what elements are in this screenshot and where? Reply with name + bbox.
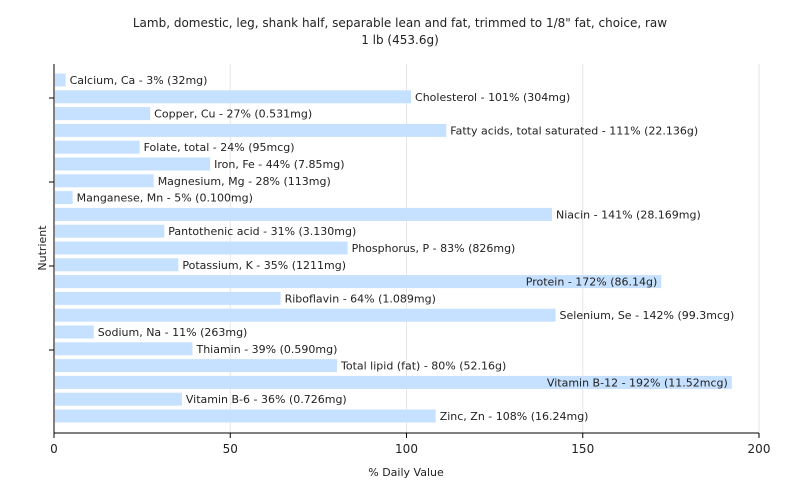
bar-label: Pantothenic acid - 31% (3.130mg) bbox=[168, 225, 356, 238]
bar bbox=[55, 392, 182, 406]
bars: Calcium, Ca - 3% (32mg) Cholesterol - 101… bbox=[55, 73, 735, 423]
bar bbox=[55, 275, 662, 289]
bar-label: Riboflavin - 64% (1.089mg) bbox=[285, 292, 436, 305]
bar bbox=[55, 157, 211, 171]
bar-label: Vitamin B-12 - 192% (11.52mcg) bbox=[547, 376, 728, 389]
bar-label: Folate, total - 24% (95mcg) bbox=[144, 141, 295, 154]
bar bbox=[55, 258, 179, 272]
bar bbox=[55, 90, 412, 104]
bar-label: Niacin - 141% (28.169mg) bbox=[556, 208, 701, 221]
bar-label: Magnesium, Mg - 28% (113mg) bbox=[158, 175, 331, 188]
bar-label: Zinc, Zn - 108% (16.24mg) bbox=[440, 410, 589, 423]
x-tick-label: 200 bbox=[748, 442, 771, 456]
bar bbox=[55, 140, 140, 154]
bar-label: Manganese, Mn - 5% (0.100mg) bbox=[77, 192, 253, 205]
bar-label: Potassium, K - 35% (1211mg) bbox=[182, 259, 346, 272]
bar bbox=[55, 308, 556, 322]
bar bbox=[55, 291, 281, 305]
axes: 0 50 100 150 200 bbox=[49, 64, 770, 456]
x-tick-label: 100 bbox=[395, 442, 418, 456]
bar-label: Cholesterol - 101% (304mg) bbox=[415, 91, 570, 104]
bar bbox=[55, 325, 94, 339]
bar-label: Fatty acids, total saturated - 111% (22.… bbox=[450, 124, 698, 137]
bar bbox=[55, 123, 447, 137]
bar-label: Protein - 172% (86.14g) bbox=[526, 276, 658, 289]
y-axis-label: Nutrient bbox=[36, 225, 49, 271]
x-tick-label: 0 bbox=[50, 442, 58, 456]
bar-label: Vitamin B-6 - 36% (0.726mg) bbox=[186, 393, 347, 406]
bar-label: Calcium, Ca - 3% (32mg) bbox=[70, 74, 208, 87]
chart-subtitle: 1 lb (453.6g) bbox=[361, 33, 439, 47]
bar bbox=[55, 375, 732, 389]
bar bbox=[55, 241, 348, 255]
bar-label: Phosphorus, P - 83% (826mg) bbox=[352, 242, 516, 255]
x-tick-label: 50 bbox=[223, 442, 238, 456]
bar bbox=[55, 224, 165, 238]
bar bbox=[55, 73, 66, 87]
bar bbox=[55, 409, 436, 423]
bar bbox=[55, 207, 553, 221]
x-axis-label: % Daily Value bbox=[368, 466, 444, 479]
bar bbox=[55, 342, 193, 356]
bar-label: Sodium, Na - 11% (263mg) bbox=[98, 326, 248, 339]
x-tick-label: 150 bbox=[571, 442, 594, 456]
bar-label: Thiamin - 39% (0.590mg) bbox=[195, 343, 337, 356]
bar bbox=[55, 359, 337, 373]
bar-label: Iron, Fe - 44% (7.85mg) bbox=[214, 158, 344, 171]
bar-label: Total lipid (fat) - 80% (52.16g) bbox=[340, 360, 506, 373]
bar-label: Copper, Cu - 27% (0.531mg) bbox=[154, 108, 312, 121]
bar bbox=[55, 174, 154, 188]
bar bbox=[55, 107, 151, 121]
bar bbox=[55, 191, 73, 205]
bar-label: Selenium, Se - 142% (99.3mcg) bbox=[560, 309, 735, 322]
chart-title: Lamb, domestic, leg, shank half, separab… bbox=[133, 16, 667, 30]
